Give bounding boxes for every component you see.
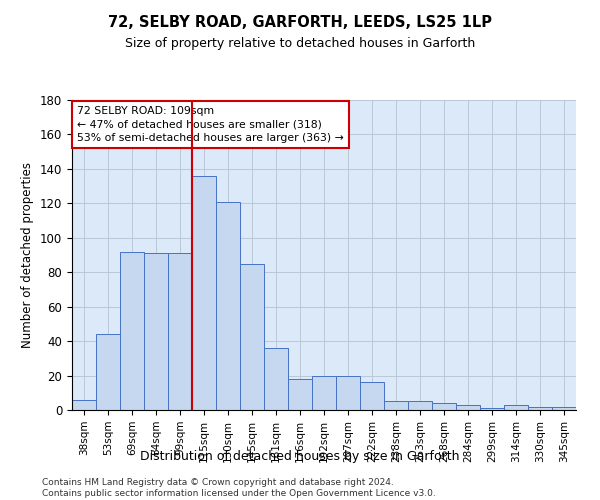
Bar bbox=[552, 406, 576, 410]
Bar bbox=[288, 379, 312, 410]
Text: Distribution of detached houses by size in Garforth: Distribution of detached houses by size … bbox=[140, 450, 460, 463]
Text: Contains HM Land Registry data © Crown copyright and database right 2024.
Contai: Contains HM Land Registry data © Crown c… bbox=[42, 478, 436, 498]
Bar bbox=[192, 176, 216, 410]
Bar bbox=[264, 348, 288, 410]
Bar bbox=[480, 408, 504, 410]
Bar bbox=[240, 264, 264, 410]
Bar bbox=[504, 405, 528, 410]
Bar bbox=[456, 405, 480, 410]
Bar bbox=[360, 382, 384, 410]
Text: 72, SELBY ROAD, GARFORTH, LEEDS, LS25 1LP: 72, SELBY ROAD, GARFORTH, LEEDS, LS25 1L… bbox=[108, 15, 492, 30]
Y-axis label: Number of detached properties: Number of detached properties bbox=[22, 162, 34, 348]
Bar bbox=[336, 376, 360, 410]
Bar bbox=[312, 376, 336, 410]
Text: Size of property relative to detached houses in Garforth: Size of property relative to detached ho… bbox=[125, 38, 475, 51]
Bar bbox=[528, 406, 552, 410]
Bar bbox=[168, 254, 192, 410]
Bar bbox=[408, 402, 432, 410]
Text: 72 SELBY ROAD: 109sqm
← 47% of detached houses are smaller (318)
53% of semi-det: 72 SELBY ROAD: 109sqm ← 47% of detached … bbox=[77, 106, 344, 142]
Bar bbox=[120, 252, 144, 410]
Bar bbox=[432, 403, 456, 410]
Bar bbox=[216, 202, 240, 410]
Bar bbox=[72, 400, 96, 410]
Bar bbox=[384, 402, 408, 410]
Bar bbox=[96, 334, 120, 410]
Bar bbox=[144, 254, 168, 410]
